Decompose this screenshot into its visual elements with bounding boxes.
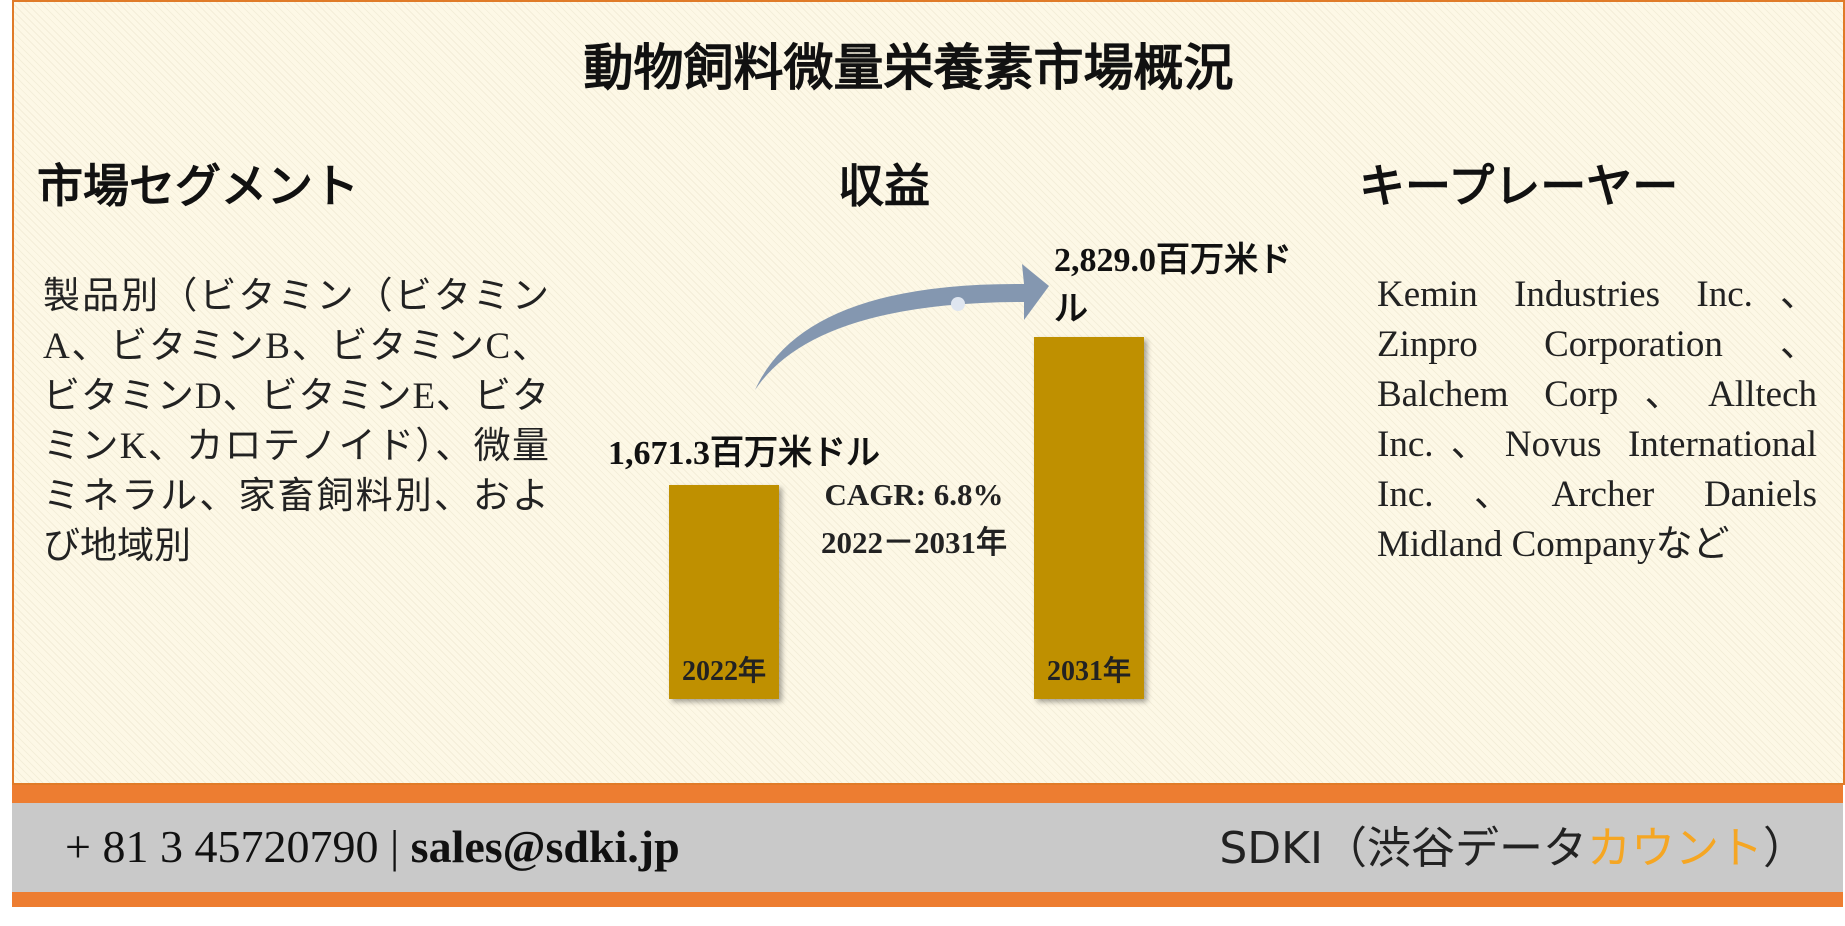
players-text: Kemin Industries Inc.、Zinpro Corporation… [1377,274,1817,565]
separator: | [389,821,400,872]
cagr-period: 2022－2031年 [821,525,1007,560]
value-label: 1,671.3百万米ドル [608,435,880,473]
contact: + 81 3 45720790 | sales@sdki.jp [65,820,680,873]
revenue-heading: 収益 [838,161,930,212]
cagr: CAGR: 6.8% [824,477,1004,512]
segments-text: 製品別（ビタミン（ビタミンA、ビタミンB、ビタミンC、ビタミンD、ビタミンE、ビ… [43,276,549,567]
category-label: 2031年 [1046,656,1131,687]
brand-accent: カウント [1587,823,1763,874]
category-label: 2022年 [681,656,766,687]
phone: + 81 3 45720790 [65,821,379,872]
segments-heading: 市場セグメント [37,161,359,212]
bar [669,485,779,699]
bar [1034,336,1144,699]
footer-band [12,892,1843,907]
growth-arrow [755,264,1049,390]
email: sales@sdki.jp [410,821,680,872]
brand: SDKI（渋谷データカウント） [1219,812,1807,876]
players-heading: キープレーヤー [1359,161,1679,212]
footer [12,803,1843,892]
panel: 動物飼料微量栄養素市場概況 市場セグメント 収益 キープレーヤー 製品別（ビタミ… [12,0,1845,785]
brand-name: SDKI（渋谷データ [1219,823,1587,874]
value-label: 2,829.0百万米ドル [1054,241,1292,328]
title: 動物飼料微量栄養素市場概況 [583,40,1234,96]
footer-band [12,785,1843,803]
arrow-layer [755,264,1049,390]
arrow-dot [951,297,965,311]
brand-end: ） [1763,823,1807,874]
